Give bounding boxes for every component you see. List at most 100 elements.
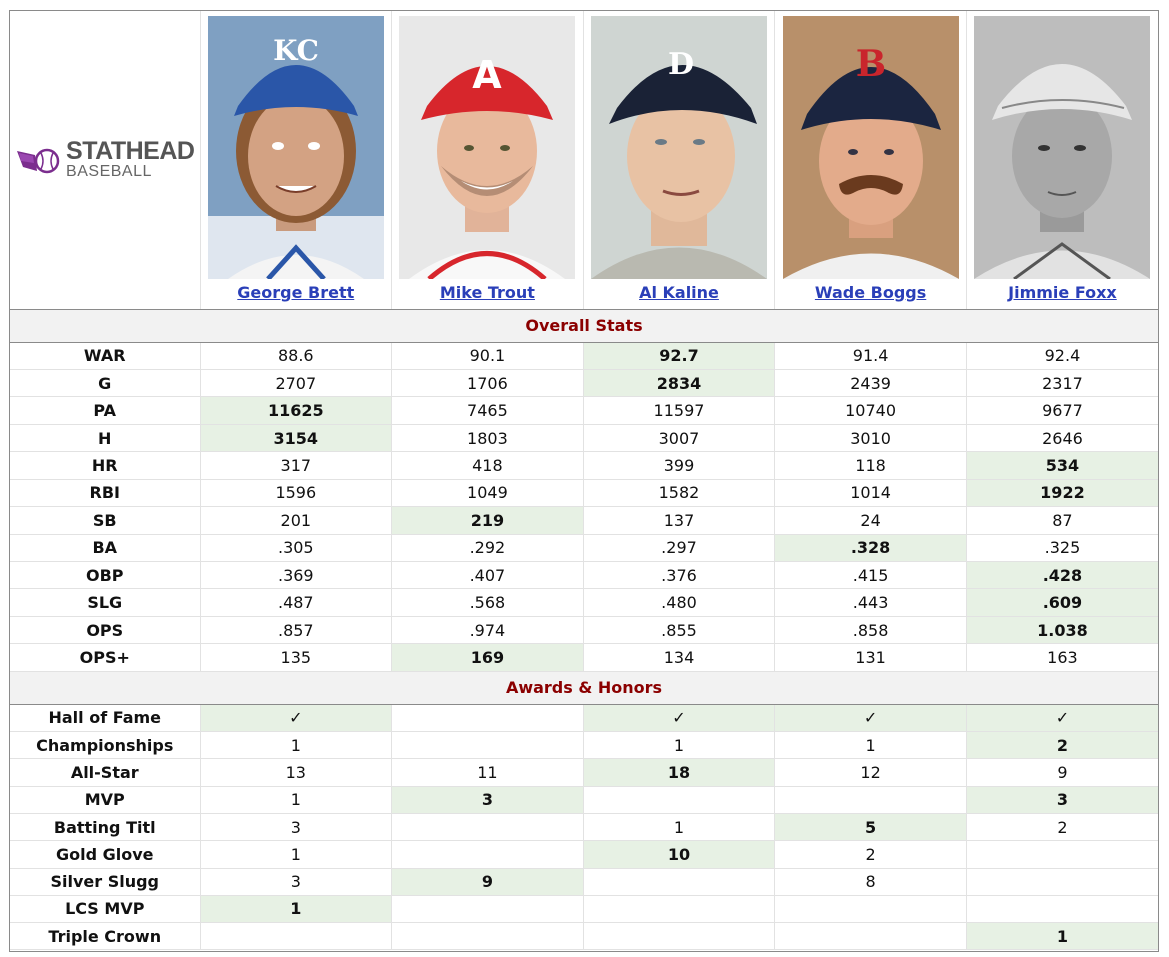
stat-value [200,922,393,951]
logo-cell: STATHEAD BASEBALL [10,11,201,310]
stat-value-leader: 219 [391,506,584,535]
stat-label: SLG [10,588,201,617]
stat-value-leader: 10 [583,840,776,869]
stat-value [774,786,967,814]
logo-brand-text: STATHEAD [66,137,195,166]
stat-value [391,813,584,842]
stat-label: G [10,369,201,398]
stat-value: 317 [200,451,393,480]
player-photo[interactable]: D [590,16,767,279]
player-cell: KC George Brett [200,11,393,310]
stat-label: PA [10,396,201,425]
stat-value: .407 [391,561,584,590]
player-photo[interactable]: KC [207,16,384,279]
stat-value: .305 [200,534,393,563]
stat-value: .443 [774,588,967,617]
stat-label: LCS MVP [10,895,201,924]
stat-value [391,704,584,733]
stat-value [583,895,776,924]
stat-value: 1 [200,786,393,814]
stat-value-leader: ✓ [583,704,776,733]
stat-value: 134 [583,643,776,672]
stat-value: 1 [583,731,776,760]
stat-value [774,895,967,924]
player-photo[interactable]: B [782,16,959,279]
stat-value: .325 [966,534,1158,563]
stat-label: OBP [10,561,201,590]
stat-value-leader: ✓ [966,704,1158,733]
stat-value [391,895,584,924]
stat-value-leader: 169 [391,643,584,672]
stat-value: 10740 [774,396,967,425]
stat-value: 135 [200,643,393,672]
stat-value-leader: 534 [966,451,1158,480]
player-link[interactable]: Mike Trout [439,283,535,302]
stat-value [966,895,1158,924]
stat-row: OPS .857.974.855.858 1.038 [10,616,1158,645]
stat-value: 3 [200,813,393,842]
stat-label: RBI [10,479,201,508]
svg-text:A: A [473,53,503,97]
stat-label: HR [10,451,201,480]
stat-label: Hall of Fame [10,704,201,733]
stat-value: .857 [200,616,393,645]
stat-label: MVP [10,786,201,814]
stat-value [966,868,1158,896]
stat-label: Gold Glove [10,840,201,869]
stat-value: 9 [966,758,1158,787]
stat-row: HR 317 418 399 118 534 [10,451,1158,480]
stat-label: OPS [10,616,201,645]
stat-value: .415 [774,561,967,590]
stat-value: .480 [583,588,776,617]
stat-value-leader: 1922 [966,479,1158,508]
stat-value: 2646 [966,424,1158,453]
stat-row: All-Star 13 11 18 12 9 [10,758,1158,787]
player-photo[interactable] [974,16,1151,279]
stat-value: .974 [391,616,584,645]
stat-value-leader: 11625 [200,396,393,425]
player-link[interactable]: George Brett [237,283,355,302]
stat-value-leader: .428 [966,561,1158,590]
stat-value: .487 [200,588,393,617]
stat-value [774,922,967,951]
stat-value: 201 [200,506,393,535]
stat-value: 1 [774,731,967,760]
player-link[interactable]: Al Kaline [639,283,719,302]
stat-value-leader: ✓ [200,704,393,733]
stat-value: 1 [583,813,776,842]
stat-row: OPS+ 135 169 134 131 163 [10,643,1158,672]
stat-row: SLG .487.568.480.443.609 [10,588,1158,617]
stat-value: 163 [966,643,1158,672]
stat-row: BA .305.292.297.328.325 [10,534,1158,563]
stat-value: 87 [966,506,1158,535]
stat-value: 91.4 [774,342,967,370]
stat-value: 137 [583,506,776,535]
stat-value [583,786,776,814]
stathead-logo[interactable]: STATHEAD BASEBALL [10,139,200,180]
stat-value [966,840,1158,869]
stat-value: 1014 [774,479,967,508]
stat-value-leader: 18 [583,758,776,787]
stat-value: 2 [774,840,967,869]
stat-value: 1049 [391,479,584,508]
player-link[interactable]: Wade Boggs [814,283,927,302]
stat-row: Gold Glove 1 10 2 [10,840,1158,869]
stat-value: 1 [200,840,393,869]
stat-value: .858 [774,616,967,645]
svg-text:KC: KC [273,34,319,67]
section-header-row: Awards & Honors [10,671,1158,705]
stat-row: H 3154 1803 3007 3010 2646 [10,424,1158,453]
stat-value: 90.1 [391,342,584,370]
stat-value: 2317 [966,369,1158,398]
stat-row: PA 11625 7465 11597 10740 9677 [10,396,1158,425]
stat-value: 2439 [774,369,967,398]
player-photo[interactable]: A [399,16,576,279]
player-link[interactable]: Jimmie Foxx [1008,283,1117,302]
stat-value [583,922,776,951]
stat-value: 12 [774,758,967,787]
stat-value-leader: 1 [200,895,393,924]
stat-value: .297 [583,534,776,563]
stat-label: Batting Titl [10,813,201,842]
stat-value: 24 [774,506,967,535]
stat-value: 11 [391,758,584,787]
